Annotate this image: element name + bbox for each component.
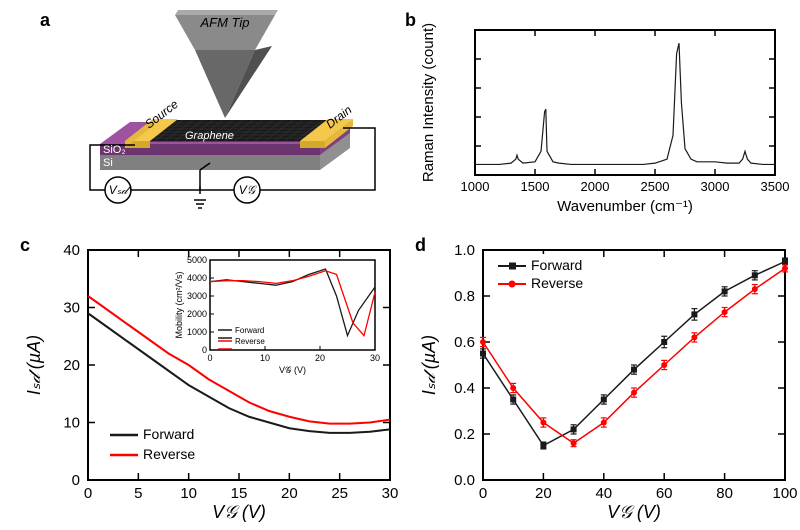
drain-front <box>300 141 325 148</box>
afm-tip-label: AFM Tip <box>200 15 250 30</box>
svg-text:V𝒢 (V): V𝒢 (V) <box>607 502 661 522</box>
svg-text:Reverse: Reverse <box>235 337 265 346</box>
svg-text:60: 60 <box>656 485 673 502</box>
panel-c-svg: 0 5 10 15 20 25 30 0 10 20 30 40 V𝒢 (V) Iₛ𝒹 (µA) Forwa… <box>20 230 400 520</box>
svg-text:V𝒢 (V): V𝒢 (V) <box>212 502 266 522</box>
svg-text:Reverse: Reverse <box>531 275 583 291</box>
transfer-curve-c: 0 5 10 15 20 25 30 0 10 20 30 40 V𝒢 (V) Iₛ𝒹 (µA) Forwa… <box>20 230 400 520</box>
svg-text:20: 20 <box>281 485 298 502</box>
svg-text:0.0: 0.0 <box>454 472 475 489</box>
svg-text:15: 15 <box>231 485 248 502</box>
svg-text:2000: 2000 <box>187 309 207 319</box>
svg-text:30: 30 <box>382 485 399 502</box>
svg-text:Raman Intensity (count): Raman Intensity (count) <box>420 23 437 182</box>
svg-text:1.0: 1.0 <box>454 242 475 259</box>
svg-text:5: 5 <box>134 485 142 502</box>
svg-text:1000: 1000 <box>187 327 207 337</box>
svg-text:40: 40 <box>63 242 80 259</box>
svg-text:V𝒢 (V): V𝒢 (V) <box>279 365 306 375</box>
svg-text:Forward: Forward <box>235 326 264 335</box>
svg-text:0: 0 <box>72 472 80 489</box>
svg-text:0: 0 <box>202 345 207 355</box>
svg-text:0.6: 0.6 <box>454 334 475 351</box>
svg-text:1500: 1500 <box>521 179 550 194</box>
svg-text:Forward: Forward <box>143 426 194 442</box>
svg-text:10: 10 <box>180 485 197 502</box>
svg-text:0: 0 <box>207 353 212 363</box>
svg-text:20: 20 <box>315 353 325 363</box>
svg-text:20: 20 <box>535 485 552 502</box>
svg-text:3500: 3500 <box>761 179 790 194</box>
schematic-svg: AFM Tip Source Drain Graphene SiO₂ Si Vₛ… <box>30 10 400 210</box>
device-schematic: AFM Tip Source Drain Graphene SiO₂ Si Vₛ… <box>30 10 400 200</box>
svg-text:1000: 1000 <box>461 179 490 194</box>
svg-text:25: 25 <box>331 485 348 502</box>
svg-text:0: 0 <box>84 485 92 502</box>
si-label: Si <box>103 157 113 169</box>
graphene-label: Graphene <box>185 130 234 142</box>
svg-text:2500: 2500 <box>641 179 670 194</box>
svg-text:10: 10 <box>260 353 270 363</box>
svg-text:2000: 2000 <box>581 179 610 194</box>
transfer-curve-d: 0 20 40 60 80 100 0.0 0.2 0.4 0.6 0.8 1.0 V𝒢 (V) Iₛ𝒹 … <box>415 230 795 520</box>
svg-text:0: 0 <box>479 485 487 502</box>
svg-text:0.4: 0.4 <box>454 380 475 397</box>
svg-text:3000: 3000 <box>187 291 207 301</box>
sio2-label: SiO₂ <box>103 144 126 156</box>
svg-text:0.8: 0.8 <box>454 288 475 305</box>
svg-text:10: 10 <box>63 415 80 432</box>
svg-text:100: 100 <box>772 485 797 502</box>
svg-text:Mobility (cm²/Vs): Mobility (cm²/Vs) <box>174 271 184 338</box>
svg-text:Forward: Forward <box>531 257 582 273</box>
panel-d-svg: 0 20 40 60 80 100 0.0 0.2 0.4 0.6 0.8 1.0 V𝒢 (V) Iₛ𝒹 … <box>415 230 795 520</box>
svg-text:Iₛ𝒹 (µA): Iₛ𝒹 (µA) <box>419 335 439 395</box>
si-front <box>100 155 320 170</box>
svg-text:Iₛ𝒹 (µA): Iₛ𝒹 (µA) <box>24 335 44 395</box>
svg-text:Reverse: Reverse <box>143 446 195 462</box>
svg-text:4000: 4000 <box>187 273 207 283</box>
vg-label: V𝒢 <box>239 183 258 197</box>
svg-text:30: 30 <box>63 300 80 317</box>
svg-text:30: 30 <box>370 353 380 363</box>
svg-text:0.2: 0.2 <box>454 426 475 443</box>
svg-text:20: 20 <box>63 357 80 374</box>
svg-text:5000: 5000 <box>187 255 207 265</box>
svg-text:80: 80 <box>716 485 733 502</box>
raman-svg: 100015002000250030003500Wavenumber (cm⁻¹… <box>415 10 785 220</box>
svg-text:Wavenumber (cm⁻¹): Wavenumber (cm⁻¹) <box>557 198 693 215</box>
raman-chart: 100015002000250030003500Wavenumber (cm⁻¹… <box>415 10 785 220</box>
svg-text:3000: 3000 <box>701 179 730 194</box>
svg-text:40: 40 <box>595 485 612 502</box>
